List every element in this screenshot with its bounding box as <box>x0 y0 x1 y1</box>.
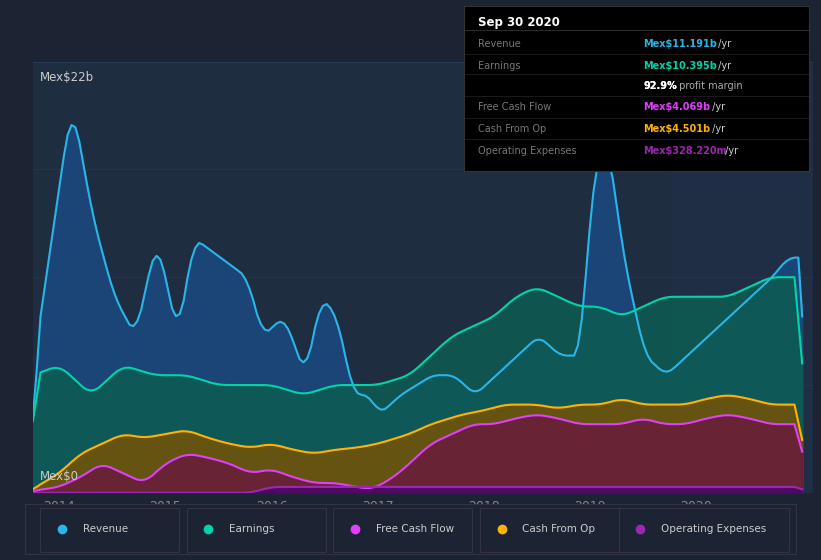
Text: Revenue: Revenue <box>478 39 521 49</box>
Bar <box>333 507 472 552</box>
Text: Mex$328.220m: Mex$328.220m <box>643 146 727 156</box>
Text: Cash From Op: Cash From Op <box>522 524 595 534</box>
Text: /yr: /yr <box>722 146 738 156</box>
Text: /yr: /yr <box>715 61 732 71</box>
Bar <box>670 62 821 493</box>
Text: Free Cash Flow: Free Cash Flow <box>478 102 551 112</box>
Text: Mex$4.501b: Mex$4.501b <box>643 124 710 134</box>
Text: /yr: /yr <box>709 102 725 112</box>
Text: /yr: /yr <box>715 39 732 49</box>
Text: Free Cash Flow: Free Cash Flow <box>376 524 454 534</box>
Bar <box>40 507 179 552</box>
Text: Operating Expenses: Operating Expenses <box>662 524 767 534</box>
Text: 92.9%: 92.9% <box>643 81 677 91</box>
Text: Sep 30 2020: Sep 30 2020 <box>478 16 560 29</box>
Text: /yr: /yr <box>709 124 725 134</box>
Text: Earnings: Earnings <box>478 61 521 71</box>
Bar <box>186 507 326 552</box>
Text: 92.9%: 92.9% <box>643 81 677 91</box>
Text: profit margin: profit margin <box>676 81 742 91</box>
Text: Operating Expenses: Operating Expenses <box>478 146 576 156</box>
Bar <box>480 507 619 552</box>
Text: Mex$4.069b: Mex$4.069b <box>643 102 710 112</box>
Text: Mex$0: Mex$0 <box>40 470 80 483</box>
Text: Mex$11.191b: Mex$11.191b <box>643 39 717 49</box>
Text: Mex$22b: Mex$22b <box>40 71 94 85</box>
Text: Mex$10.395b: Mex$10.395b <box>643 61 717 71</box>
Text: Cash From Op: Cash From Op <box>478 124 546 134</box>
Bar <box>619 507 789 552</box>
Text: Earnings: Earnings <box>229 524 275 534</box>
Text: Revenue: Revenue <box>82 524 127 534</box>
